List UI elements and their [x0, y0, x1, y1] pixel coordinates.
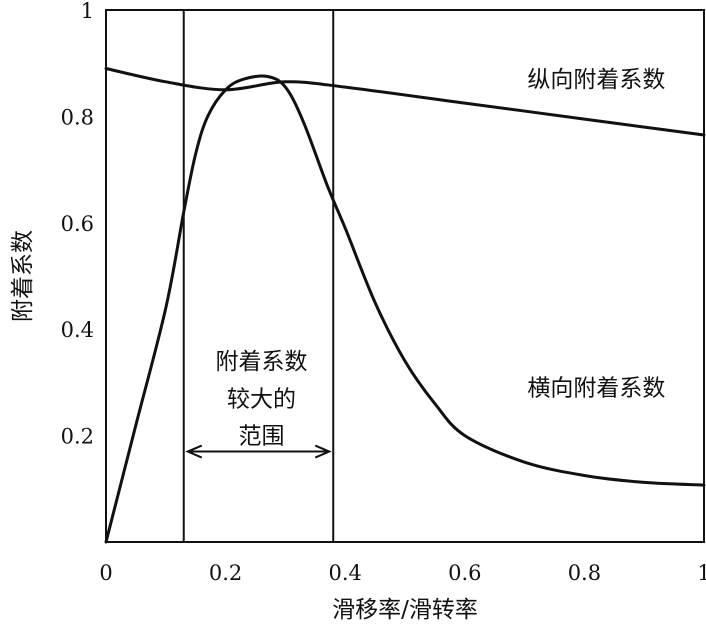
- x-tick-label: 0.4: [328, 561, 361, 585]
- x-axis-title: 滑移率/滑转率: [332, 597, 478, 623]
- y-tick-label: 0.4: [61, 318, 94, 342]
- x-tick-label: 1: [697, 561, 706, 585]
- annotation-line: 较大的: [227, 386, 296, 412]
- longitudinal-series-label: 纵向附着系数: [527, 67, 665, 93]
- y-axis-title: 附着系数: [10, 230, 36, 322]
- x-tick-label: 0.8: [568, 561, 601, 585]
- longitudinal-adhesion-curve: [104, 67, 706, 137]
- x-tick-label: 0: [99, 561, 112, 585]
- range-arrow-right-head: [314, 444, 332, 459]
- x-tick-label: 0.6: [448, 561, 481, 585]
- y-tick-label: 0.2: [61, 425, 94, 449]
- range-arrow-left-head: [185, 444, 203, 459]
- y-tick-label: 0.6: [61, 212, 94, 236]
- tick-labels: 0 0.2 0.4 0.6 0.8 1 0.2 0.4 0.6 0.8 1: [61, 0, 706, 585]
- lateral-series-label: 横向附着系数: [527, 376, 665, 402]
- y-tick-label: 0.8: [61, 105, 94, 129]
- x-tick-label: 0.2: [209, 561, 242, 585]
- annotation-line: 范围: [238, 424, 284, 450]
- reference-lines: [182, 10, 335, 542]
- annotation-line: 附着系数: [215, 349, 307, 375]
- plot-frame: [105, 9, 705, 543]
- y-tick-label: 1: [81, 0, 94, 23]
- lateral-adhesion-curve: [104, 74, 706, 544]
